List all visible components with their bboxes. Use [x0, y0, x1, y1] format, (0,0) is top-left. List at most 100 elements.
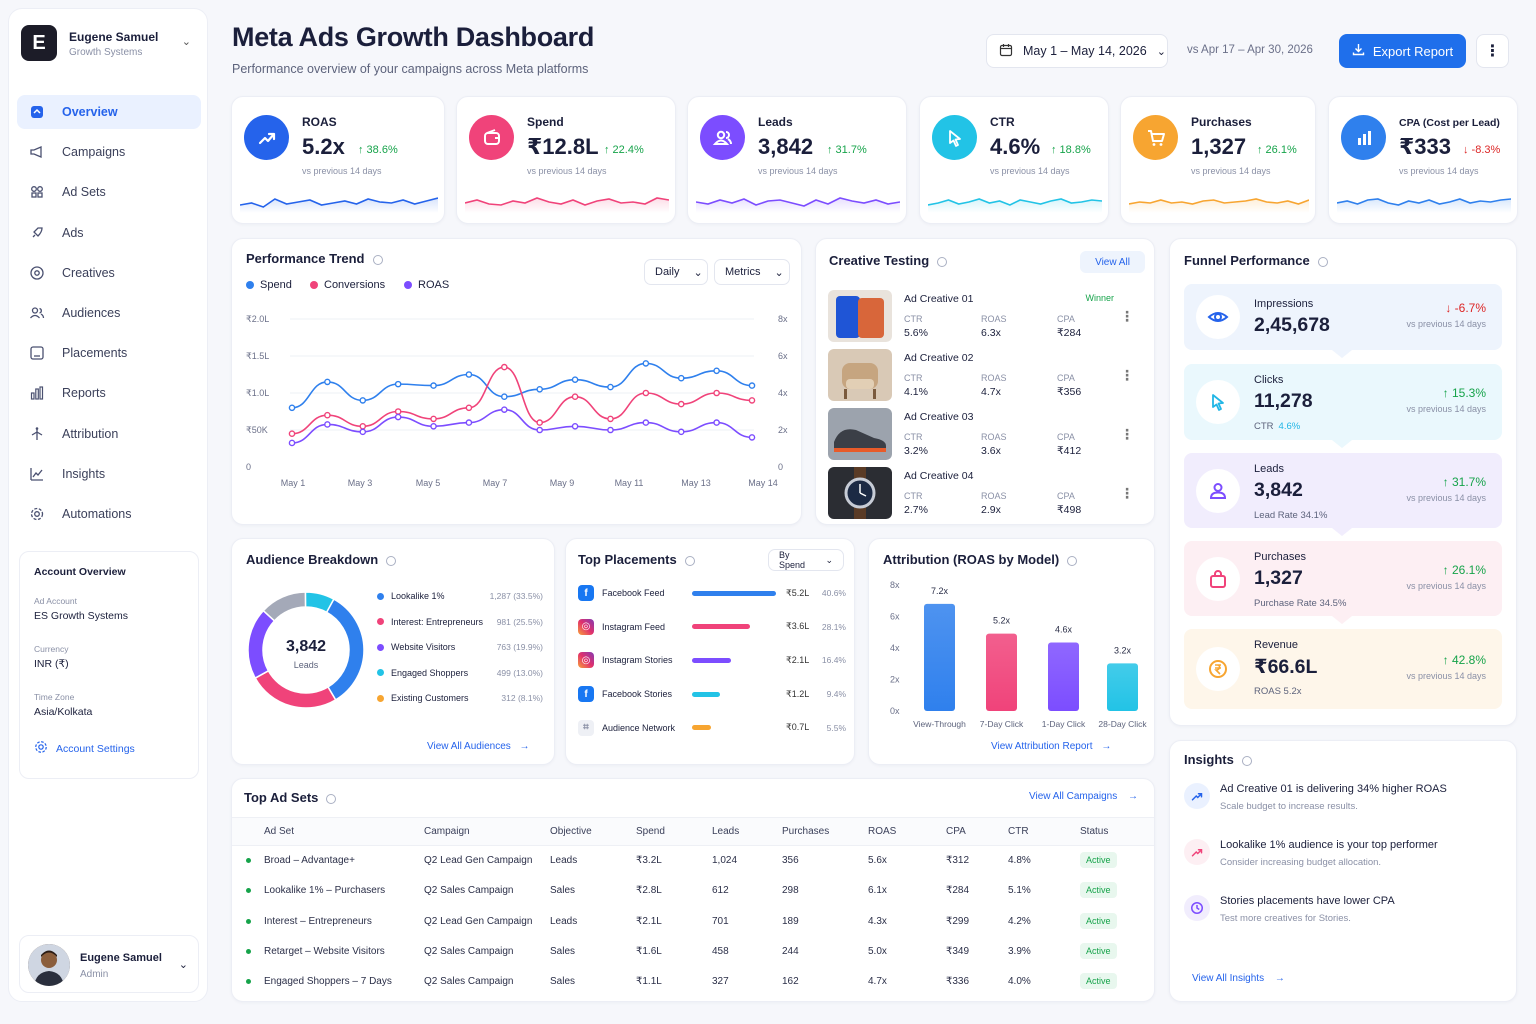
trend-icon — [29, 466, 45, 482]
kpi-card-roas[interactable]: ROAS 5.2x ↑ 38.6% vs previous 14 days — [231, 96, 445, 224]
chevron-down-icon[interactable]: ⌄ — [178, 959, 188, 971]
kpi-card-leads[interactable]: Leads 3,842 ↑ 31.7% vs previous 14 days — [687, 96, 907, 224]
column-header-leads[interactable]: Leads — [712, 817, 782, 846]
kpi-label: CTR — [990, 115, 1015, 129]
sidebar-item-campaigns[interactable]: Campaigns — [17, 135, 201, 169]
metrics-select[interactable]: Metrics ⌄ — [714, 259, 790, 285]
table-row[interactable]: Interest – Entrepreneurs Q2 Lead Gen Camp… — [232, 906, 1154, 936]
column-header-purchases[interactable]: Purchases — [782, 817, 868, 846]
status-badge: Active — [1080, 852, 1117, 869]
column-header-ad-set[interactable]: Ad Set — [232, 817, 424, 846]
kpi-card-ctr[interactable]: CTR 4.6% ↑ 18.8% vs previous 14 days — [919, 96, 1109, 224]
audience-legend-item[interactable]: Existing Customers 312 (8.1%) — [377, 693, 543, 703]
funnel-stage-revenue[interactable]: Revenue ₹66.6L ROAS 5.2x ↑ 42.8% vs previous… — [1184, 629, 1502, 709]
chevron-down-icon[interactable]: ⌄ — [181, 36, 191, 48]
funnel-stage-impressions[interactable]: Impressions 2,45,678 ↓ -6.7% vs previous 14… — [1184, 284, 1502, 358]
table-cell: ₹336 — [946, 967, 1008, 997]
more-options-button[interactable]: ⋮ — [1476, 34, 1509, 68]
funnel-stage-purchases[interactable]: Purchases 1,327 Purchase Rate 34.5% ↑ 26.1%… — [1184, 541, 1502, 624]
column-header-cpa[interactable]: CPA — [946, 817, 1008, 846]
table-row[interactable]: Lookalike 1% – Purchasers Q2 Sales Campai… — [232, 876, 1154, 906]
table-row[interactable]: Broad – Advantage+ Q2 Lead Gen Campaign Le… — [232, 846, 1154, 876]
column-header-spend[interactable]: Spend — [636, 817, 712, 846]
legend-item-spend[interactable]: Spend — [246, 279, 292, 291]
creative-row[interactable]: Ad Creative 01 Winner CTR 5.6% ROAS 6.3x CPA ₹2… — [828, 290, 1144, 344]
view-all-creatives-button[interactable]: View All — [1080, 251, 1145, 273]
audience-legend-item[interactable]: Website Visitors 763 (19.9%) — [377, 642, 543, 652]
sidebar-item-creatives[interactable]: Creatives — [17, 256, 201, 290]
legend-swatch — [377, 669, 384, 676]
column-header-status[interactable]: Status — [1080, 817, 1154, 846]
sidebar-item-attribution[interactable]: Attribution — [17, 417, 201, 451]
audience-name: Lookalike 1% — [391, 591, 445, 601]
sidebar-item-automations[interactable]: Automations — [17, 497, 201, 531]
placement-sort-select[interactable]: By Spend ⌄ — [768, 549, 844, 571]
sidebar-item-ad-sets[interactable]: Ad Sets — [17, 175, 201, 209]
ctr-label: CTR — [904, 491, 923, 501]
creative-row[interactable]: Ad Creative 04 CTR 2.7% ROAS 2.9x CPA ₹498 ⋮ — [828, 467, 1144, 521]
donut-slice-4 — [304, 591, 335, 614]
interval-select[interactable]: Daily ⌄ — [644, 259, 708, 285]
kebab-icon[interactable]: ⋮ — [1120, 485, 1134, 501]
kpi-card-purchases[interactable]: Purchases 1,327 ↑ 26.1% vs previous 14 days — [1120, 96, 1316, 224]
funnel-stage-leads[interactable]: Leads 3,842 Lead Rate 34.1% ↑ 31.7% vs previ… — [1184, 453, 1502, 536]
sidebar-item-overview[interactable]: Overview — [17, 95, 201, 129]
audience-legend-item[interactable]: Interest: Entrepreneurs 981 (25.5%) — [377, 617, 543, 627]
kpi-card-cpa[interactable]: CPA (Cost per Lead) ₹333 ↓ -8.3% vs previou… — [1328, 96, 1518, 224]
insight-item[interactable]: Lookalike 1% audience is your top perfor… — [1184, 839, 1504, 879]
audience-legend-item[interactable]: Lookalike 1% 1,287 (33.5%) — [377, 591, 543, 601]
view-all-insights-link[interactable]: View All Insights → — [1192, 973, 1285, 984]
audience-name: Interest: Entrepreneurs — [391, 616, 484, 627]
kebab-icon[interactable]: ⋮ — [1120, 426, 1134, 442]
kpi-card-spend[interactable]: Spend ₹12.8L ↑ 22.4% vs previous 14 days — [456, 96, 676, 224]
bar-category-label: 7-Day Click — [980, 719, 1024, 729]
status-badge: Active — [1080, 943, 1117, 960]
view-all-audiences-link[interactable]: View All Audiences → — [427, 741, 530, 752]
sidebar-item-audiences[interactable]: Audiences — [17, 296, 201, 330]
legend-item-conversions[interactable]: Conversions — [310, 279, 385, 291]
sidebar-item-placements[interactable]: Placements — [17, 336, 201, 370]
table-cell: 701 — [712, 906, 782, 936]
account-settings-link[interactable]: Account Settings — [34, 740, 184, 757]
funnel-stage-clicks[interactable]: Clicks 11,278 CTR 4.6% ↑ 15.3% vs previous 14… — [1184, 364, 1502, 448]
insight-item[interactable]: Ad Creative 01 is delivering 34% higher … — [1184, 783, 1504, 823]
sidebar-item-reports[interactable]: Reports — [17, 376, 201, 410]
audience-legend-item[interactable]: Engaged Shoppers 499 (13.0%) — [377, 668, 543, 678]
sidebar-item-label: Automations — [62, 506, 132, 521]
placement-row[interactable]: ⌗ Audience Network ₹0.7L 5.5% — [578, 718, 846, 738]
legend-swatch — [377, 694, 384, 702]
sidebar: E Eugene Samuel Growth Systems ⌄ Overvie… — [8, 8, 208, 1002]
bar-chart-icon — [1341, 115, 1386, 160]
placement-row[interactable]: ◎ Instagram Feed ₹3.6L 28.1% — [578, 617, 846, 637]
placement-row[interactable]: ◎ Instagram Stories ₹2.1L 16.4% — [578, 650, 846, 670]
placement-row[interactable]: f Facebook Stories ₹1.2L 9.4% — [578, 684, 846, 704]
date-range-picker[interactable]: May 1 – May 14, 2026 ⌄ — [986, 34, 1168, 68]
user-menu[interactable]: Eugene Samuel Admin ⌄ — [19, 935, 199, 993]
column-header-objective[interactable]: Objective — [550, 817, 636, 846]
table-row[interactable]: Retarget – Website Visitors Q2 Sales Camp… — [232, 936, 1154, 966]
legend-item-roas[interactable]: ROAS — [404, 279, 449, 291]
column-header-roas[interactable]: ROAS — [868, 817, 946, 846]
sidebar-item-insights[interactable]: Insights — [17, 457, 201, 491]
view-attribution-report-link[interactable]: View Attribution Report → — [991, 741, 1111, 752]
insight-item[interactable]: Stories placements have lower CPA Test mo… — [1184, 895, 1504, 935]
kebab-icon[interactable]: ⋮ — [1120, 367, 1134, 383]
column-header-ctr[interactable]: CTR — [1008, 817, 1080, 846]
placement-bar — [692, 624, 776, 630]
info-icon — [1241, 755, 1252, 766]
status-badge: Active — [1080, 882, 1117, 899]
data-point — [748, 382, 756, 389]
view-all-campaigns-link[interactable]: View All Campaigns → — [1029, 791, 1138, 802]
column-header-campaign[interactable]: Campaign — [424, 817, 550, 846]
creative-row[interactable]: Ad Creative 03 CTR 3.2% ROAS 3.6x CPA ₹412 ⋮ — [828, 408, 1144, 462]
sidebar-item-ads[interactable]: Ads — [17, 216, 201, 250]
workspace-switcher[interactable]: E Eugene Samuel Growth Systems ⌄ — [21, 25, 197, 71]
placement-row[interactable]: f Facebook Feed ₹5.2L 40.6% — [578, 583, 846, 603]
creative-row[interactable]: Ad Creative 02 CTR 4.1% ROAS 4.7x CPA ₹356 ⋮ — [828, 349, 1144, 403]
table-cell: 162 — [782, 967, 868, 997]
status-dot — [246, 858, 251, 864]
kebab-icon[interactable]: ⋮ — [1120, 308, 1134, 324]
export-report-button[interactable]: Export Report — [1339, 34, 1466, 68]
facebook-icon: f — [578, 686, 594, 703]
table-row[interactable]: Engaged Shoppers – 7 Days Q2 Sales Campai… — [232, 967, 1154, 997]
